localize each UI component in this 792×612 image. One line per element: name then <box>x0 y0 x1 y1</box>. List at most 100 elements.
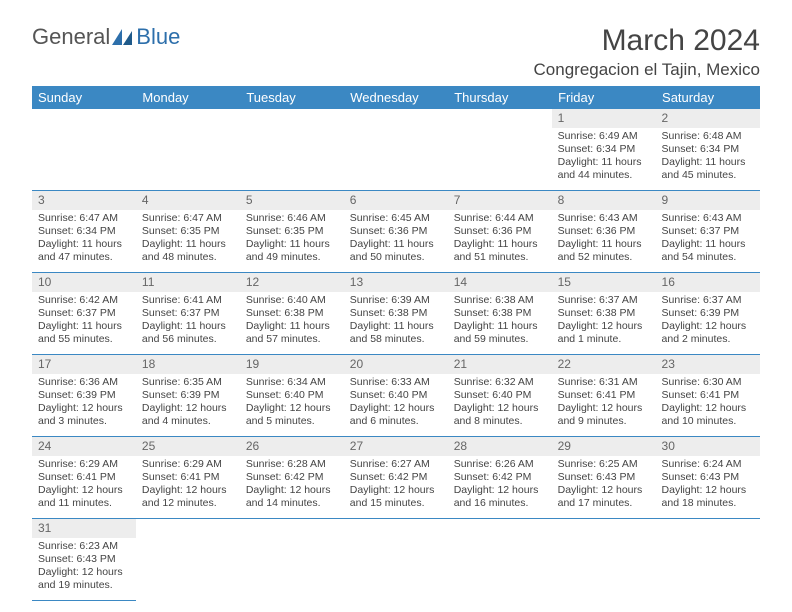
daylight: Daylight: 11 hours and 57 minutes. <box>246 320 338 346</box>
daylight: Daylight: 11 hours and 54 minutes. <box>662 238 754 264</box>
location: Congregacion el Tajin, Mexico <box>534 60 760 80</box>
logo: General Blue <box>32 24 180 50</box>
day-number-cell: 18 <box>136 355 240 375</box>
daylight: Daylight: 12 hours and 17 minutes. <box>558 484 650 510</box>
day-header: Sunday <box>32 86 136 109</box>
daylight: Daylight: 12 hours and 15 minutes. <box>350 484 442 510</box>
sunrise: Sunrise: 6:45 AM <box>350 212 442 225</box>
day-detail-cell: Sunrise: 6:36 AMSunset: 6:39 PMDaylight:… <box>32 374 136 437</box>
day-number-row: 17181920212223 <box>32 355 760 375</box>
day-number-cell: 6 <box>344 191 448 211</box>
day-detail-cell: Sunrise: 6:26 AMSunset: 6:42 PMDaylight:… <box>448 456 552 519</box>
sunset: Sunset: 6:43 PM <box>38 553 130 566</box>
daylight: Daylight: 11 hours and 44 minutes. <box>558 156 650 182</box>
day-detail-cell: Sunrise: 6:38 AMSunset: 6:38 PMDaylight:… <box>448 292 552 355</box>
sunrise: Sunrise: 6:38 AM <box>454 294 546 307</box>
day-number-cell <box>136 109 240 128</box>
day-detail-cell: Sunrise: 6:29 AMSunset: 6:41 PMDaylight:… <box>136 456 240 519</box>
sunset: Sunset: 6:42 PM <box>454 471 546 484</box>
day-detail-row: Sunrise: 6:36 AMSunset: 6:39 PMDaylight:… <box>32 374 760 437</box>
sunrise: Sunrise: 6:40 AM <box>246 294 338 307</box>
sunrise: Sunrise: 6:47 AM <box>38 212 130 225</box>
day-number-cell: 10 <box>32 273 136 293</box>
day-detail-cell: Sunrise: 6:32 AMSunset: 6:40 PMDaylight:… <box>448 374 552 437</box>
sunset: Sunset: 6:36 PM <box>558 225 650 238</box>
day-number-cell: 29 <box>552 437 656 457</box>
sail-icon <box>112 29 134 45</box>
daylight: Daylight: 12 hours and 16 minutes. <box>454 484 546 510</box>
day-number-cell: 16 <box>656 273 760 293</box>
sunrise: Sunrise: 6:32 AM <box>454 376 546 389</box>
title-block: March 2024 Congregacion el Tajin, Mexico <box>534 24 760 80</box>
daylight: Daylight: 11 hours and 47 minutes. <box>38 238 130 264</box>
sunset: Sunset: 6:37 PM <box>142 307 234 320</box>
day-number-cell: 12 <box>240 273 344 293</box>
day-number-row: 12 <box>32 109 760 128</box>
sunset: Sunset: 6:38 PM <box>558 307 650 320</box>
daylight: Daylight: 12 hours and 10 minutes. <box>662 402 754 428</box>
day-number-cell: 5 <box>240 191 344 211</box>
daylight: Daylight: 11 hours and 58 minutes. <box>350 320 442 346</box>
sunset: Sunset: 6:39 PM <box>142 389 234 402</box>
sunset: Sunset: 6:36 PM <box>350 225 442 238</box>
daylight: Daylight: 12 hours and 3 minutes. <box>38 402 130 428</box>
day-number-cell: 4 <box>136 191 240 211</box>
day-number-cell: 21 <box>448 355 552 375</box>
day-number-cell <box>136 519 240 539</box>
sunrise: Sunrise: 6:27 AM <box>350 458 442 471</box>
sunset: Sunset: 6:42 PM <box>350 471 442 484</box>
daylight: Daylight: 12 hours and 6 minutes. <box>350 402 442 428</box>
day-detail-cell <box>136 538 240 601</box>
day-detail-cell: Sunrise: 6:35 AMSunset: 6:39 PMDaylight:… <box>136 374 240 437</box>
daylight: Daylight: 11 hours and 50 minutes. <box>350 238 442 264</box>
day-number-cell: 1 <box>552 109 656 128</box>
sunset: Sunset: 6:41 PM <box>662 389 754 402</box>
day-number-cell <box>448 519 552 539</box>
daylight: Daylight: 11 hours and 51 minutes. <box>454 238 546 264</box>
sunrise: Sunrise: 6:36 AM <box>38 376 130 389</box>
sunrise: Sunrise: 6:46 AM <box>246 212 338 225</box>
sunrise: Sunrise: 6:35 AM <box>142 376 234 389</box>
day-header-row: Sunday Monday Tuesday Wednesday Thursday… <box>32 86 760 109</box>
daylight: Daylight: 11 hours and 49 minutes. <box>246 238 338 264</box>
daylight: Daylight: 12 hours and 1 minute. <box>558 320 650 346</box>
day-detail-cell <box>344 538 448 601</box>
day-detail-cell: Sunrise: 6:25 AMSunset: 6:43 PMDaylight:… <box>552 456 656 519</box>
sunset: Sunset: 6:39 PM <box>38 389 130 402</box>
day-number-cell: 22 <box>552 355 656 375</box>
day-detail-cell: Sunrise: 6:24 AMSunset: 6:43 PMDaylight:… <box>656 456 760 519</box>
day-detail-cell <box>448 128 552 191</box>
daylight: Daylight: 11 hours and 55 minutes. <box>38 320 130 346</box>
sunset: Sunset: 6:41 PM <box>38 471 130 484</box>
day-header: Saturday <box>656 86 760 109</box>
day-detail-cell <box>448 538 552 601</box>
daylight: Daylight: 12 hours and 18 minutes. <box>662 484 754 510</box>
sunrise: Sunrise: 6:34 AM <box>246 376 338 389</box>
day-detail-cell: Sunrise: 6:28 AMSunset: 6:42 PMDaylight:… <box>240 456 344 519</box>
month-title: March 2024 <box>534 24 760 58</box>
day-number-cell: 14 <box>448 273 552 293</box>
day-detail-cell: Sunrise: 6:29 AMSunset: 6:41 PMDaylight:… <box>32 456 136 519</box>
logo-text-general: General <box>32 24 110 50</box>
day-detail-row: Sunrise: 6:42 AMSunset: 6:37 PMDaylight:… <box>32 292 760 355</box>
sunset: Sunset: 6:42 PM <box>246 471 338 484</box>
day-detail-row: Sunrise: 6:47 AMSunset: 6:34 PMDaylight:… <box>32 210 760 273</box>
day-number-cell: 3 <box>32 191 136 211</box>
day-number-row: 10111213141516 <box>32 273 760 293</box>
day-detail-cell: Sunrise: 6:37 AMSunset: 6:38 PMDaylight:… <box>552 292 656 355</box>
sunset: Sunset: 6:43 PM <box>558 471 650 484</box>
sunrise: Sunrise: 6:28 AM <box>246 458 338 471</box>
sunrise: Sunrise: 6:43 AM <box>558 212 650 225</box>
sunset: Sunset: 6:41 PM <box>142 471 234 484</box>
sunset: Sunset: 6:40 PM <box>246 389 338 402</box>
day-number-cell: 17 <box>32 355 136 375</box>
sunrise: Sunrise: 6:26 AM <box>454 458 546 471</box>
sunrise: Sunrise: 6:47 AM <box>142 212 234 225</box>
day-header: Tuesday <box>240 86 344 109</box>
day-detail-cell: Sunrise: 6:46 AMSunset: 6:35 PMDaylight:… <box>240 210 344 273</box>
daylight: Daylight: 12 hours and 2 minutes. <box>662 320 754 346</box>
day-detail-cell: Sunrise: 6:40 AMSunset: 6:38 PMDaylight:… <box>240 292 344 355</box>
daylight: Daylight: 12 hours and 4 minutes. <box>142 402 234 428</box>
daylight: Daylight: 12 hours and 8 minutes. <box>454 402 546 428</box>
sunset: Sunset: 6:40 PM <box>454 389 546 402</box>
